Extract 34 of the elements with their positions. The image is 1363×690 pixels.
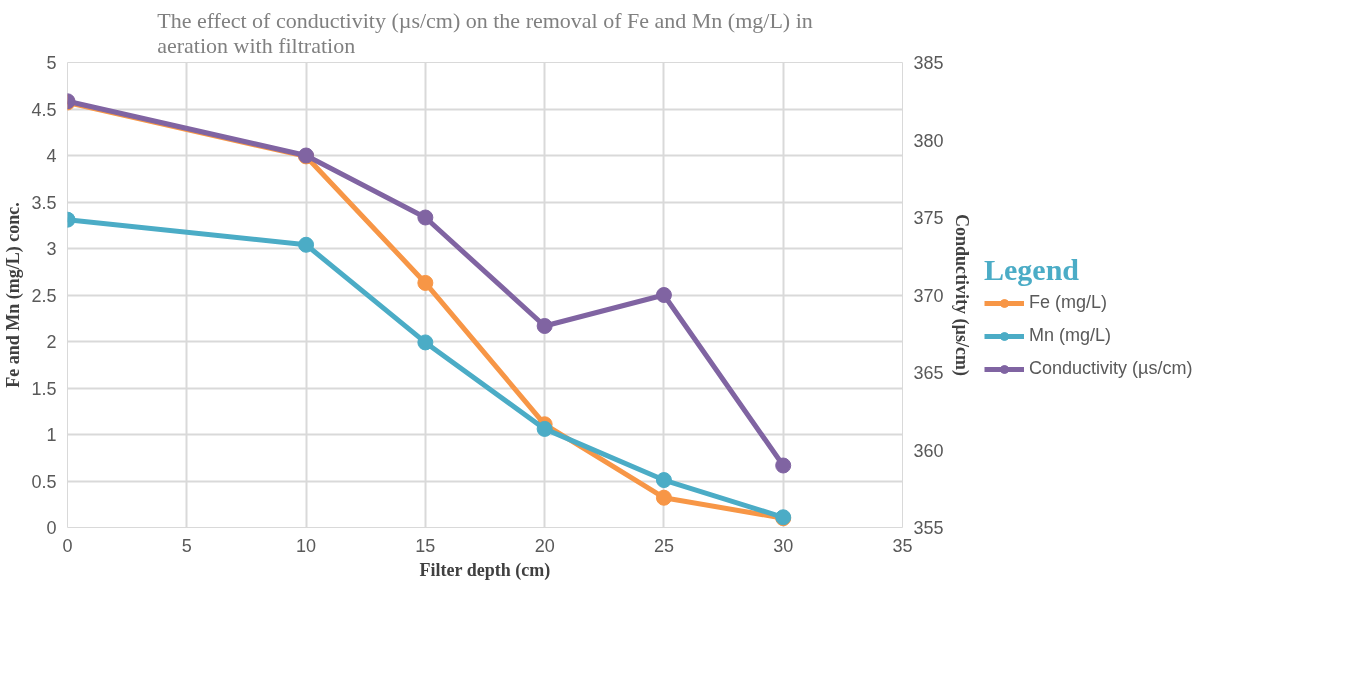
y-tick-label: 4.5 xyxy=(31,99,57,120)
x-tick-label: 25 xyxy=(653,535,674,556)
chart-title: The effect of conductivity (µs/cm) on the removal of Fe and Mn (mg/L) in aeration with filtration xyxy=(157,7,813,58)
y-tick-label: 2.5 xyxy=(31,285,57,306)
y-tick-label: 4 xyxy=(46,146,57,166)
legend-label: Fe (mg/L) xyxy=(1029,292,1108,313)
y2-tick-label: 360 xyxy=(913,440,944,461)
legend-title: Legend xyxy=(984,253,1080,287)
x-tick-label: 15 xyxy=(415,535,436,556)
y-axis-title: Fe and Mn (mg/L) conc. xyxy=(3,202,25,388)
x-tick-label: 5 xyxy=(181,535,192,556)
y-tick-label: 5 xyxy=(46,53,57,73)
x-tick-label: 10 xyxy=(296,535,317,556)
x-tick-label: 20 xyxy=(534,535,555,556)
y2-tick-label: 375 xyxy=(913,208,944,228)
legend-label: Conductivity (µs/cm) xyxy=(1029,358,1193,379)
y-tick-label: 1 xyxy=(46,425,57,445)
x-axis-title: Filter depth (cm) xyxy=(419,559,551,581)
y2-tick-label: 365 xyxy=(913,363,944,383)
x-tick-label: 35 xyxy=(892,535,913,556)
y-tick-label: 2 xyxy=(46,332,57,352)
y-tick-label: 3.5 xyxy=(31,192,57,213)
y-tick-label: 3 xyxy=(46,239,57,259)
x-tick-label: 30 xyxy=(773,535,794,556)
y2-tick-label: 385 xyxy=(913,53,944,73)
y-tick-label: 1.5 xyxy=(31,378,57,399)
y2-axis-title: Conductivity (µs/cm) xyxy=(950,214,972,376)
y2-tick-label: 370 xyxy=(913,285,944,306)
legend-label: Mn (mg/L) xyxy=(1029,325,1112,346)
y-tick-label: 0 xyxy=(46,518,57,538)
y2-tick-label: 355 xyxy=(913,518,944,538)
x-tick-label: 0 xyxy=(62,535,73,556)
y-tick-label: 0.5 xyxy=(31,471,57,492)
y2-tick-label: 380 xyxy=(913,130,944,151)
